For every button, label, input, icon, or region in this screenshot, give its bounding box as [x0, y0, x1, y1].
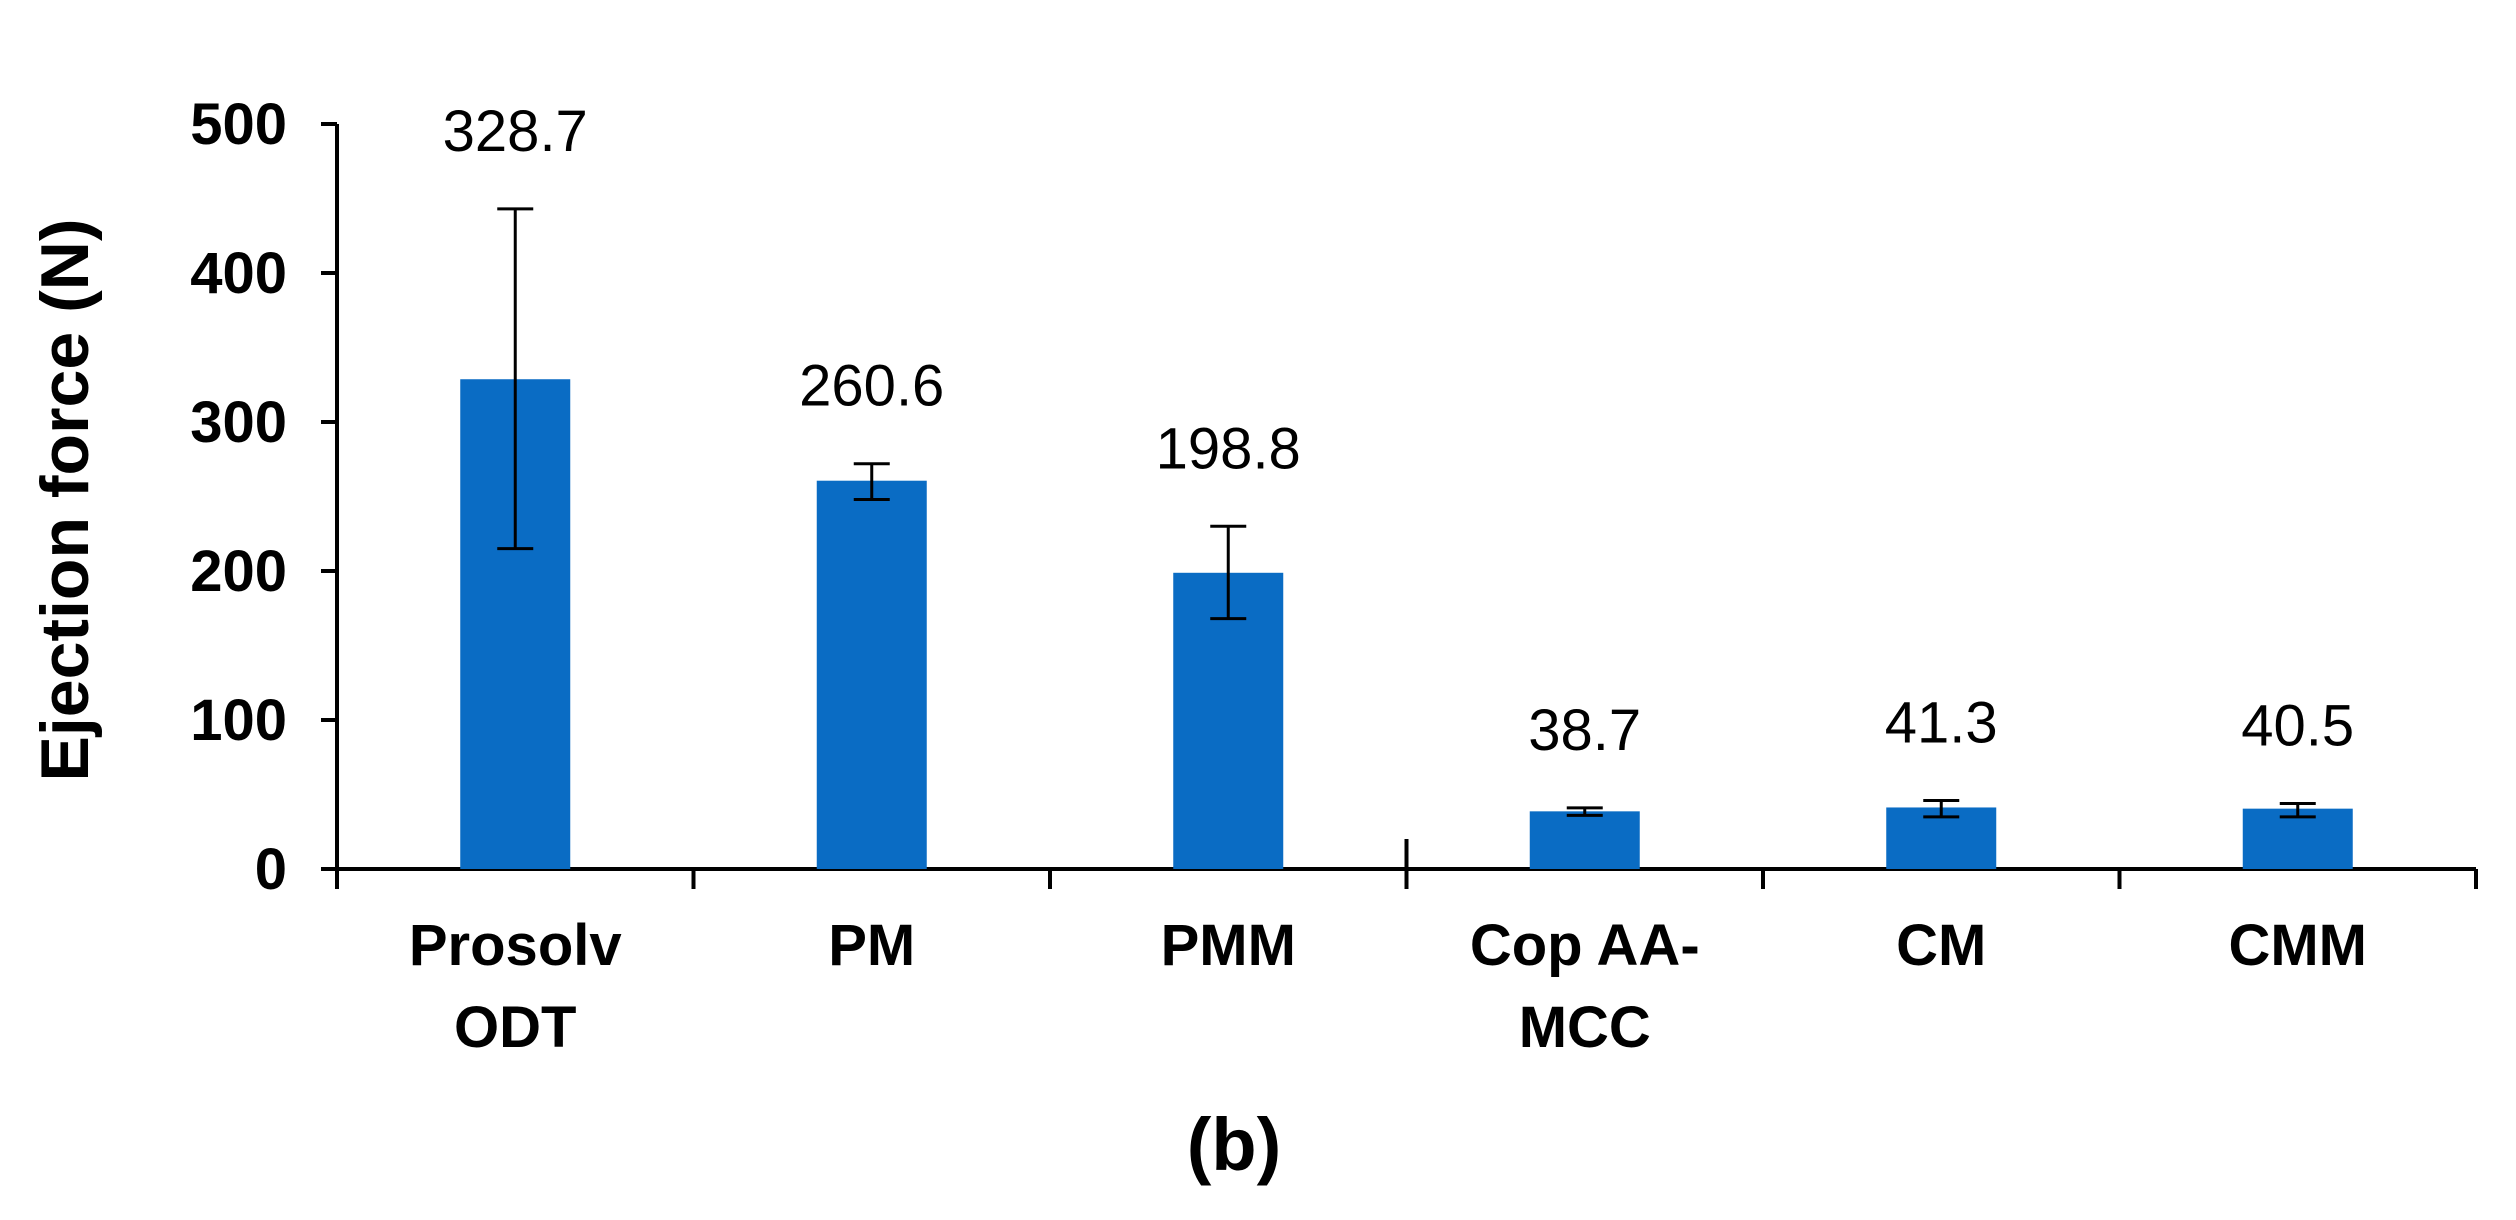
error-bars: [497, 207, 2316, 819]
data-label: 260.6: [799, 354, 944, 419]
y-tick-label: 100: [190, 688, 287, 753]
bars: [460, 379, 2353, 869]
y-tick-label: 200: [190, 539, 287, 604]
data-label: 38.7: [1528, 698, 1641, 763]
y-axis-title: Ejection force (N): [27, 219, 103, 782]
panel-label: (b): [1187, 1103, 1282, 1186]
category-label: MCC: [1519, 995, 1651, 1060]
category-label: ODT: [454, 995, 576, 1060]
category-label: CMM: [2228, 913, 2367, 978]
bar: [816, 480, 927, 869]
labels: 328.7 Prosolv ODT 260.6 PM 198.8 PMM 38.7 Cop AA…: [409, 99, 2367, 1060]
category-label: Prosolv: [409, 913, 622, 978]
category-label: Cop AA-: [1470, 913, 1700, 978]
category-label: PM: [828, 913, 915, 978]
data-label: 328.7: [443, 99, 588, 164]
axes: 0 100 200 300 400 500: [190, 92, 2478, 902]
data-label: 40.5: [2241, 693, 2354, 758]
y-tick-label: 0: [255, 837, 287, 902]
bar: [1173, 572, 1284, 869]
category-label: CM: [1896, 913, 1986, 978]
y-tick-label: 400: [190, 241, 287, 306]
bar: [2242, 808, 2353, 869]
category-label: PMM: [1161, 913, 1296, 978]
data-label: 41.3: [1885, 690, 1998, 755]
data-label: 198.8: [1156, 416, 1301, 481]
y-tick-label: 500: [190, 92, 287, 157]
y-tick-label: 300: [190, 390, 287, 455]
bar: [1529, 811, 1640, 869]
